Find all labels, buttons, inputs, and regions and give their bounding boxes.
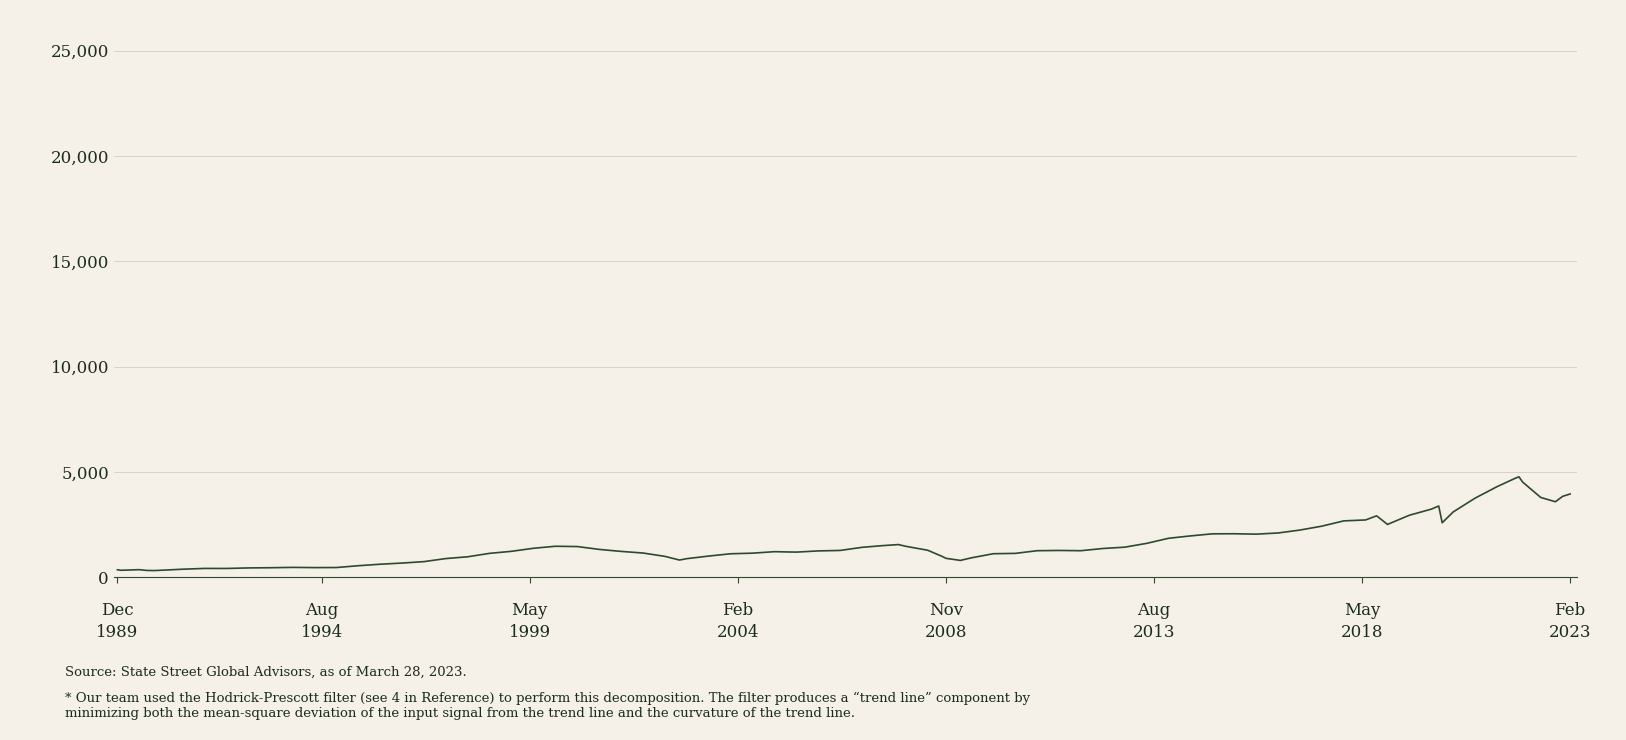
Text: Aug: Aug	[306, 602, 338, 619]
Text: 2008: 2008	[925, 625, 967, 642]
Text: May: May	[512, 602, 548, 619]
Text: Feb: Feb	[1554, 602, 1585, 619]
Text: 2013: 2013	[1133, 625, 1176, 642]
Text: 2018: 2018	[1340, 625, 1384, 642]
Text: 1994: 1994	[301, 625, 343, 642]
Text: Feb: Feb	[722, 602, 753, 619]
Text: May: May	[1343, 602, 1380, 619]
Text: 1989: 1989	[96, 625, 138, 642]
Text: Aug: Aug	[1137, 602, 1171, 619]
Text: Dec: Dec	[101, 602, 133, 619]
Text: * Our team used the Hodrick-Prescott filter (see 4 in Reference) to perform this: * Our team used the Hodrick-Prescott fil…	[65, 692, 1031, 720]
Text: 2023: 2023	[1550, 625, 1592, 642]
Text: 1999: 1999	[509, 625, 551, 642]
Text: Source: State Street Global Advisors, as of March 28, 2023.: Source: State Street Global Advisors, as…	[65, 666, 467, 679]
Text: Nov: Nov	[928, 602, 963, 619]
Text: 2004: 2004	[717, 625, 759, 642]
